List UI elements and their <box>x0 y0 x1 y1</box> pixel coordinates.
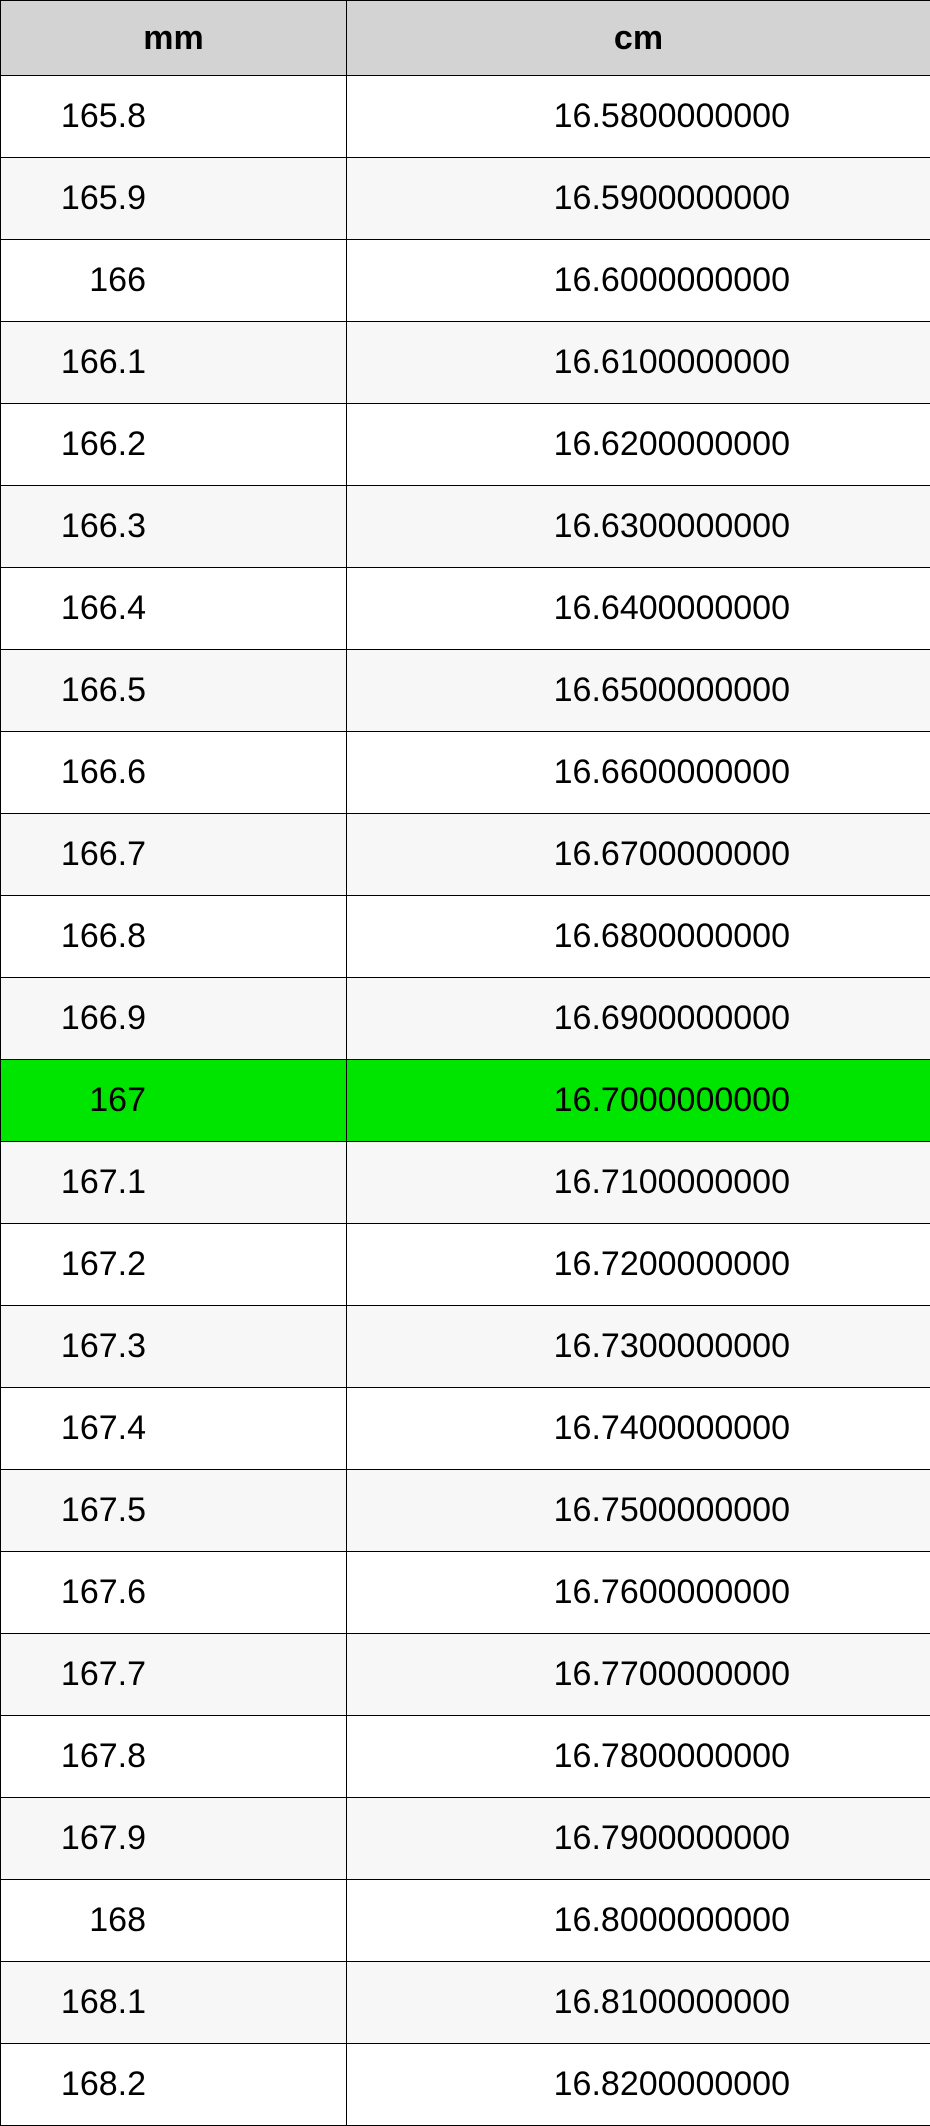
cell-cm: 16.7300000000 <box>347 1306 930 1388</box>
table-row: 167.916.7900000000 <box>1 1798 930 1880</box>
table-row: 166.316.6300000000 <box>1 486 930 568</box>
cell-cm: 16.6000000000 <box>347 240 930 322</box>
table-row: 167.316.7300000000 <box>1 1306 930 1388</box>
cell-mm: 168.2 <box>1 2044 347 2126</box>
cell-mm: 166.7 <box>1 814 347 896</box>
cell-mm: 166.4 <box>1 568 347 650</box>
cell-cm: 16.6800000000 <box>347 896 930 978</box>
cell-cm: 16.7500000000 <box>347 1470 930 1552</box>
cell-cm: 16.6400000000 <box>347 568 930 650</box>
table-row: 168.116.8100000000 <box>1 1962 930 2044</box>
cell-cm: 16.7800000000 <box>347 1716 930 1798</box>
conversion-table: mm cm 165.816.5800000000165.916.59000000… <box>0 0 930 2126</box>
cell-mm: 167.8 <box>1 1716 347 1798</box>
table-body: 165.816.5800000000165.916.59000000001661… <box>1 76 930 2126</box>
table-row: 167.416.7400000000 <box>1 1388 930 1470</box>
table-row: 168.216.8200000000 <box>1 2044 930 2126</box>
cell-cm: 16.6600000000 <box>347 732 930 814</box>
cell-mm: 167.2 <box>1 1224 347 1306</box>
cell-mm: 165.8 <box>1 76 347 158</box>
cell-mm: 166.2 <box>1 404 347 486</box>
cell-cm: 16.7700000000 <box>347 1634 930 1716</box>
cell-mm: 166.6 <box>1 732 347 814</box>
cell-mm: 166.1 <box>1 322 347 404</box>
cell-cm: 16.8100000000 <box>347 1962 930 2044</box>
table-row: 166.816.6800000000 <box>1 896 930 978</box>
column-header-cm: cm <box>347 1 930 76</box>
cell-cm: 16.6100000000 <box>347 322 930 404</box>
cell-mm: 167.4 <box>1 1388 347 1470</box>
cell-cm: 16.7400000000 <box>347 1388 930 1470</box>
cell-mm: 167.3 <box>1 1306 347 1388</box>
table-row: 166.616.6600000000 <box>1 732 930 814</box>
table-row: 167.716.7700000000 <box>1 1634 930 1716</box>
cell-mm: 168 <box>1 1880 347 1962</box>
table-row: 167.816.7800000000 <box>1 1716 930 1798</box>
table-row: 167.616.7600000000 <box>1 1552 930 1634</box>
cell-mm: 167.6 <box>1 1552 347 1634</box>
table-row: 16816.8000000000 <box>1 1880 930 1962</box>
cell-mm: 167.1 <box>1 1142 347 1224</box>
cell-mm: 167 <box>1 1060 347 1142</box>
cell-mm: 166.5 <box>1 650 347 732</box>
cell-cm: 16.5800000000 <box>347 76 930 158</box>
cell-cm: 16.6900000000 <box>347 978 930 1060</box>
table-row: 16616.6000000000 <box>1 240 930 322</box>
cell-mm: 167.7 <box>1 1634 347 1716</box>
cell-cm: 16.6500000000 <box>347 650 930 732</box>
table-row: 166.416.6400000000 <box>1 568 930 650</box>
cell-mm: 168.1 <box>1 1962 347 2044</box>
cell-cm: 16.8000000000 <box>347 1880 930 1962</box>
table-row: 16716.7000000000 <box>1 1060 930 1142</box>
table-row: 166.116.6100000000 <box>1 322 930 404</box>
cell-cm: 16.7200000000 <box>347 1224 930 1306</box>
table-header-row: mm cm <box>1 1 930 76</box>
table-row: 167.516.7500000000 <box>1 1470 930 1552</box>
cell-cm: 16.7000000000 <box>347 1060 930 1142</box>
cell-mm: 166.3 <box>1 486 347 568</box>
table-row: 166.216.6200000000 <box>1 404 930 486</box>
cell-mm: 165.9 <box>1 158 347 240</box>
table-row: 166.516.6500000000 <box>1 650 930 732</box>
cell-mm: 166.9 <box>1 978 347 1060</box>
table-row: 165.916.5900000000 <box>1 158 930 240</box>
table-row: 166.916.6900000000 <box>1 978 930 1060</box>
cell-cm: 16.7900000000 <box>347 1798 930 1880</box>
cell-cm: 16.7600000000 <box>347 1552 930 1634</box>
table-row: 167.216.7200000000 <box>1 1224 930 1306</box>
table-row: 165.816.5800000000 <box>1 76 930 158</box>
cell-cm: 16.8200000000 <box>347 2044 930 2126</box>
cell-mm: 166.8 <box>1 896 347 978</box>
table-row: 167.116.7100000000 <box>1 1142 930 1224</box>
cell-cm: 16.7100000000 <box>347 1142 930 1224</box>
cell-mm: 167.5 <box>1 1470 347 1552</box>
cell-cm: 16.5900000000 <box>347 158 930 240</box>
cell-cm: 16.6300000000 <box>347 486 930 568</box>
cell-mm: 166 <box>1 240 347 322</box>
table-row: 166.716.6700000000 <box>1 814 930 896</box>
cell-cm: 16.6700000000 <box>347 814 930 896</box>
column-header-mm: mm <box>1 1 347 76</box>
cell-mm: 167.9 <box>1 1798 347 1880</box>
cell-cm: 16.6200000000 <box>347 404 930 486</box>
